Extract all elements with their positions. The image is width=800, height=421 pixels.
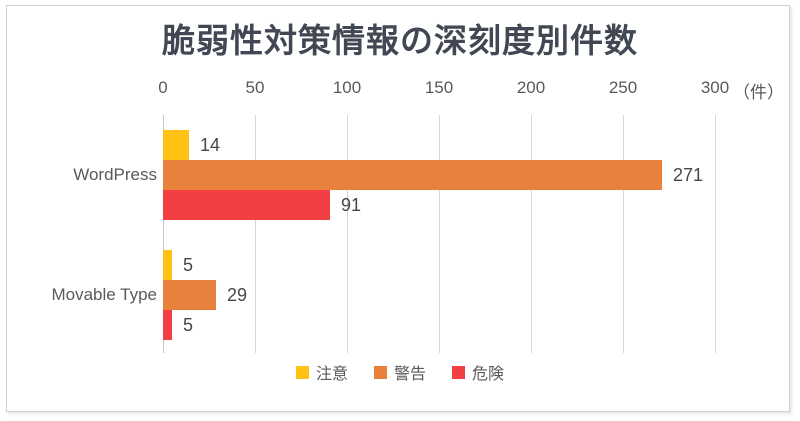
- value-label-series0-cat0: 14: [200, 135, 221, 155]
- legend-label-2: 危険: [472, 366, 505, 383]
- category-label-0: WordPress: [73, 165, 157, 184]
- gridline: [255, 115, 256, 353]
- x-tick-label: 150: [424, 78, 454, 97]
- legend-swatch-1: [373, 365, 387, 379]
- legend: 注意 警告 危険: [0, 360, 800, 384]
- x-tick-label: 100: [332, 78, 362, 97]
- legend-swatch-2: [452, 365, 465, 379]
- legend-item-2: 危険: [452, 360, 504, 384]
- value-label-series1-cat1: 29: [227, 285, 248, 305]
- gridline: [439, 115, 440, 353]
- value-label-series0-cat1: 5: [183, 255, 194, 275]
- value-label-series2-cat1: 5: [183, 315, 194, 335]
- value-axis-line: [163, 115, 164, 353]
- gridline: [623, 115, 624, 353]
- legend-item-1: 警告: [373, 360, 426, 384]
- bar-series0-cat1: [163, 250, 172, 280]
- bar-series1-cat0: [163, 160, 662, 190]
- bar-series0-cat0: [163, 130, 189, 160]
- legend-swatch-0: [295, 365, 309, 379]
- bar-series2-cat0: [163, 190, 330, 220]
- category-label-1: Movable Type: [51, 285, 157, 304]
- legend-item-0: 注意: [295, 360, 348, 384]
- x-tick-label: 50: [245, 78, 265, 97]
- bar-series2-cat1: [163, 310, 172, 340]
- legend-label-0: 注意: [315, 366, 348, 383]
- gridline: [531, 115, 532, 353]
- value-label-series2-cat0: 91: [341, 195, 362, 215]
- value-label-series1-cat0: 271: [673, 165, 704, 185]
- x-tick-label: 250: [608, 78, 638, 97]
- chart-title: 脆弱性対策情報の深刻度別件数: [162, 22, 638, 59]
- x-tick-label: 300: [700, 78, 730, 97]
- x-tick-label: 200: [516, 78, 546, 97]
- legend-label-1: 警告: [393, 366, 426, 383]
- x-tick-label: 0: [158, 78, 168, 97]
- gridline: [715, 115, 716, 353]
- chart-frame: [6, 5, 790, 412]
- axis-unit-label: （件）: [733, 83, 784, 102]
- bar-series1-cat1: [163, 280, 216, 310]
- gridline: [347, 115, 348, 353]
